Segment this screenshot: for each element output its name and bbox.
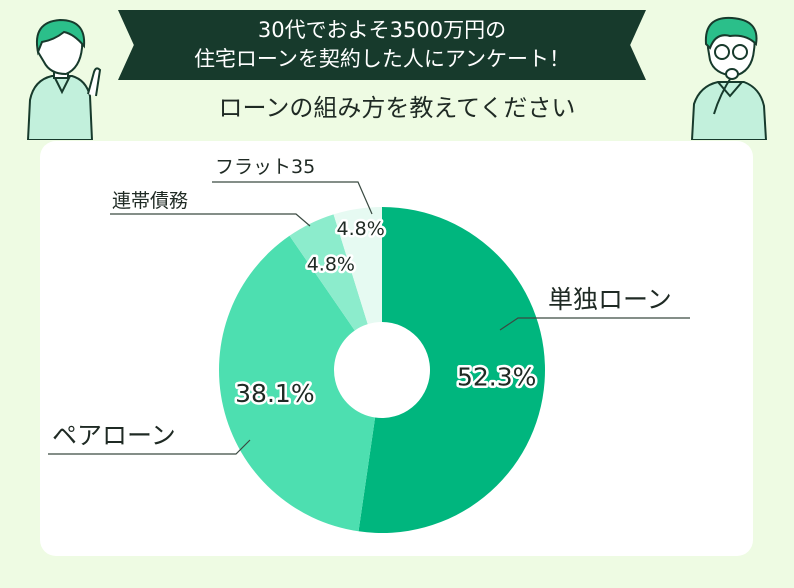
woman-pointing-illustration bbox=[26, 18, 102, 140]
donut-slice-1 bbox=[358, 207, 546, 533]
title-line-1: 30代でおよそ3500万円の bbox=[257, 18, 507, 42]
category-label-4: フラット35 bbox=[215, 156, 315, 178]
title-line-2: 住宅ローンを契約した人にアンケート！ bbox=[193, 47, 571, 71]
leader-line-2 bbox=[48, 439, 251, 455]
man-thinking-illustration bbox=[690, 16, 768, 140]
category-label-3: 連帯債務 bbox=[112, 190, 188, 212]
donut-slice-4 bbox=[333, 207, 382, 325]
category-label-1: 単独ローン bbox=[548, 285, 672, 314]
leader-line-1 bbox=[499, 317, 690, 331]
value-label-2: 38.1% bbox=[235, 379, 314, 408]
category-label-2: ペアローン bbox=[52, 421, 176, 450]
donut-slice-3 bbox=[289, 214, 368, 331]
leader-line-3 bbox=[110, 213, 311, 227]
value-label-3: 4.8% bbox=[307, 253, 355, 275]
page-subtitle: ローンの組み方を教えてください bbox=[218, 94, 576, 122]
title-banner: 30代でおよそ3500万円の 住宅ローンを契約した人にアンケート！ bbox=[118, 10, 646, 80]
value-label-4: 4.8% bbox=[337, 218, 385, 240]
value-label-1: 52.3% bbox=[457, 362, 536, 391]
donut-slice-2 bbox=[219, 235, 376, 532]
leader-line-4 bbox=[212, 181, 373, 215]
